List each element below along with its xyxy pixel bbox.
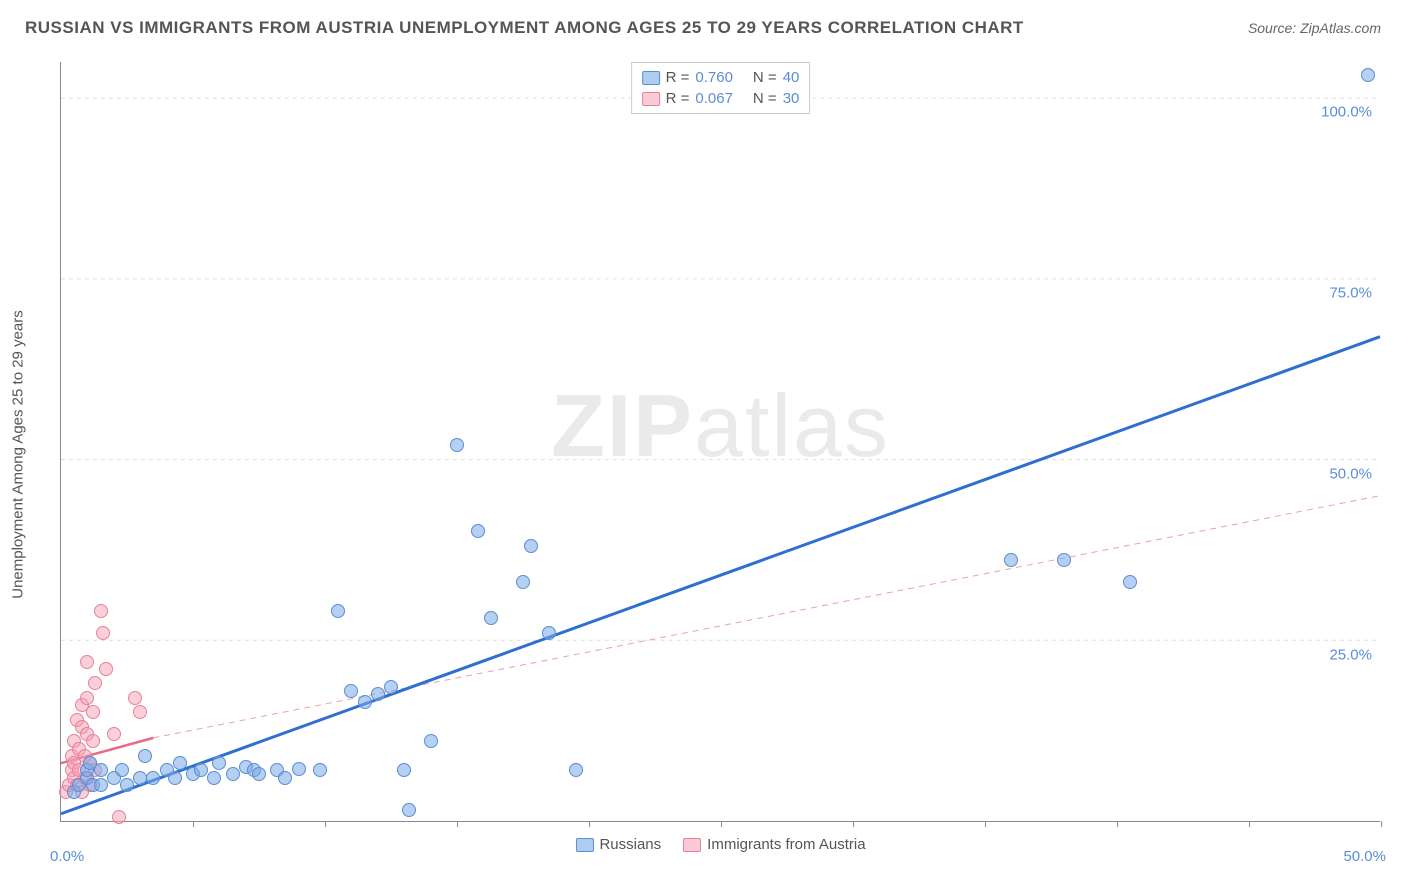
legend-correlation: R = 0.760 N = 40 R = 0.067 N = 30	[631, 62, 811, 114]
data-point	[112, 810, 126, 824]
y-tick-label: 50.0%	[1329, 466, 1372, 483]
data-point	[88, 676, 102, 690]
x-tick	[985, 821, 986, 827]
data-point	[1123, 575, 1137, 589]
data-point	[86, 705, 100, 719]
legend-austria-label: Immigrants from Austria	[707, 836, 865, 853]
x-tick	[1249, 821, 1250, 827]
legend-n-label-2: N =	[753, 90, 777, 107]
x-tick	[1381, 821, 1382, 827]
title-bar: RUSSIAN VS IMMIGRANTS FROM AUSTRIA UNEMP…	[25, 18, 1381, 38]
x-origin-label: 0.0%	[50, 848, 84, 865]
data-point	[80, 655, 94, 669]
data-point	[516, 575, 530, 589]
legend-pink-r: 0.067	[695, 90, 733, 107]
data-point	[371, 687, 385, 701]
data-point	[471, 524, 485, 538]
y-tick-label: 75.0%	[1329, 285, 1372, 302]
legend-item-austria: Immigrants from Austria	[683, 836, 865, 853]
data-point	[1361, 68, 1375, 82]
data-point	[194, 763, 208, 777]
legend-series: Russians Immigrants from Austria	[575, 836, 865, 853]
legend-pink-n: 30	[783, 90, 800, 107]
data-point	[484, 611, 498, 625]
data-point	[397, 763, 411, 777]
legend-blue-r: 0.760	[695, 69, 733, 86]
trend-lines-svg	[61, 62, 1380, 821]
plot-area: ZIPatlas R = 0.760 N = 40 R = 0.067 N = …	[60, 62, 1380, 822]
chart-title: RUSSIAN VS IMMIGRANTS FROM AUSTRIA UNEMP…	[25, 18, 1024, 38]
legend-blue-n: 40	[783, 69, 800, 86]
x-tick	[457, 821, 458, 827]
data-point	[450, 438, 464, 452]
data-point	[96, 626, 110, 640]
x-tick	[589, 821, 590, 827]
data-point	[80, 691, 94, 705]
data-point	[292, 762, 306, 776]
data-point	[94, 763, 108, 777]
swatch-pink-icon-2	[683, 838, 701, 852]
data-point	[173, 756, 187, 770]
data-point	[524, 539, 538, 553]
swatch-blue-icon	[642, 71, 660, 85]
data-point	[86, 734, 100, 748]
data-point	[138, 749, 152, 763]
data-point	[133, 771, 147, 785]
legend-r-label-2: R =	[666, 90, 690, 107]
data-point	[569, 763, 583, 777]
swatch-blue-icon-2	[575, 838, 593, 852]
data-point	[133, 705, 147, 719]
data-point	[107, 727, 121, 741]
data-point	[1004, 553, 1018, 567]
data-point	[94, 778, 108, 792]
data-point	[402, 803, 416, 817]
source-label: Source: ZipAtlas.com	[1248, 20, 1381, 36]
data-point	[115, 763, 129, 777]
data-point	[146, 771, 160, 785]
x-max-label: 50.0%	[1343, 848, 1386, 865]
x-tick	[325, 821, 326, 827]
y-axis-label: Unemployment Among Ages 25 to 29 years	[10, 310, 27, 599]
legend-row-blue: R = 0.760 N = 40	[642, 67, 800, 88]
data-point	[384, 680, 398, 694]
data-point	[94, 604, 108, 618]
data-point	[358, 695, 372, 709]
legend-russians-label: Russians	[599, 836, 661, 853]
x-tick	[721, 821, 722, 827]
data-point	[252, 767, 266, 781]
x-tick	[1117, 821, 1118, 827]
data-point	[542, 626, 556, 640]
trend-line	[61, 337, 1380, 814]
x-tick	[193, 821, 194, 827]
y-tick-label: 25.0%	[1329, 647, 1372, 664]
data-point	[99, 662, 113, 676]
data-point	[168, 771, 182, 785]
data-point	[313, 763, 327, 777]
data-point	[424, 734, 438, 748]
data-point	[1057, 553, 1071, 567]
legend-n-label: N =	[753, 69, 777, 86]
swatch-pink-icon	[642, 92, 660, 106]
data-point	[128, 691, 142, 705]
y-tick-label: 100.0%	[1321, 104, 1372, 121]
data-point	[278, 771, 292, 785]
legend-r-label: R =	[666, 69, 690, 86]
data-point	[120, 778, 134, 792]
data-point	[212, 756, 226, 770]
data-point	[331, 604, 345, 618]
legend-row-pink: R = 0.067 N = 30	[642, 88, 800, 109]
data-point	[226, 767, 240, 781]
legend-item-russians: Russians	[575, 836, 661, 853]
data-point	[207, 771, 221, 785]
data-point	[344, 684, 358, 698]
x-tick	[853, 821, 854, 827]
